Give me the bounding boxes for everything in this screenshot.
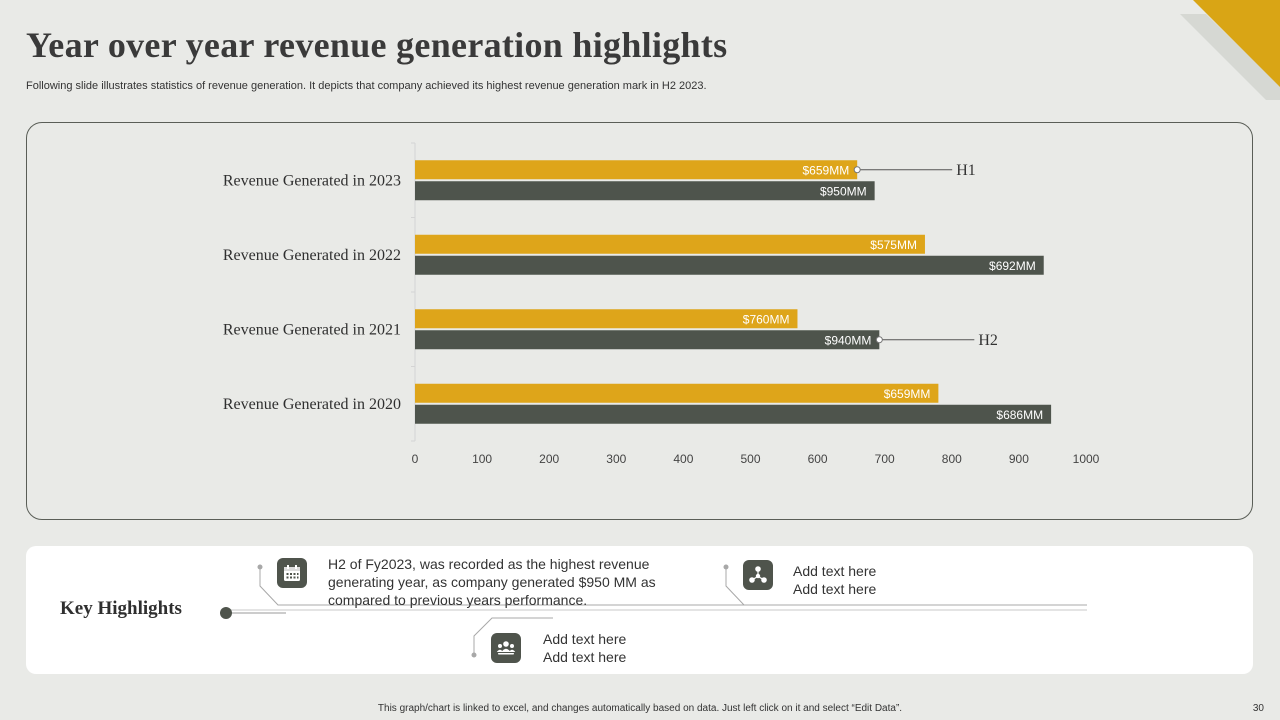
category-label: Revenue Generated in 2020 [223, 396, 401, 413]
data-label: $575MM [870, 238, 917, 252]
category-label: Revenue Generated in 2022 [223, 247, 401, 264]
page-subtitle: Following slide illustrates statistics o… [26, 80, 707, 92]
highlight-text-2: Add text here Add text here [543, 631, 627, 665]
page-title: Year over year revenue generation highli… [26, 25, 728, 65]
bar-h1 [415, 383, 939, 403]
bar-h1 [415, 160, 858, 180]
data-label: $659MM [803, 163, 850, 177]
network-icon [743, 560, 773, 590]
x-tick-label: 300 [606, 452, 626, 466]
timeline-connectors [220, 564, 1087, 658]
x-tick-label: 600 [808, 452, 828, 466]
chart-panel: Revenue Generated in 2023 $659MM $950MM Rev… [26, 122, 1253, 520]
bar-h1 [415, 309, 798, 329]
x-tick-label: 800 [942, 452, 962, 466]
x-tick-label: 500 [740, 452, 760, 466]
highlight-text-1: H2 of Fy2023, was recorded as the highes… [328, 556, 656, 608]
bar-h2 [415, 330, 880, 350]
x-tick-label: 200 [539, 452, 559, 466]
data-label: $940MM [825, 333, 872, 347]
calendar-icon [277, 558, 307, 588]
callout-label: H2 [978, 332, 998, 349]
bar-h1 [415, 234, 925, 254]
x-tick-label: 400 [673, 452, 693, 466]
data-label: $686MM [996, 408, 1043, 422]
data-label: $659MM [884, 387, 931, 401]
category-label: Revenue Generated in 2023 [223, 172, 401, 189]
x-tick-label: 1000 [1073, 452, 1100, 466]
footer-note: This graph/chart is linked to excel, and… [377, 703, 903, 714]
highlight-text-3: Add text here Add text here [793, 563, 877, 597]
x-tick-label: 100 [472, 452, 492, 466]
x-tick-label: 0 [412, 452, 419, 466]
data-label: $760MM [743, 312, 790, 326]
data-label: $692MM [989, 259, 1036, 273]
callout-dot [853, 166, 861, 174]
x-tick-label: 700 [875, 452, 895, 466]
callout-label: H1 [956, 162, 976, 179]
team-icon [491, 633, 521, 663]
page-number: 30 [1252, 703, 1264, 714]
data-label: $950MM [820, 184, 867, 198]
key-highlights-title: Key Highlights [60, 598, 182, 619]
bar-h2 [415, 255, 1044, 275]
category-label: Revenue Generated in 2021 [223, 321, 401, 338]
revenue-bar-chart: Revenue Generated in 2023 $659MM $950MM Rev… [223, 142, 1100, 466]
callout-dot [875, 336, 883, 344]
bar-h2 [415, 181, 875, 201]
key-highlights-panel: Key Highlights H2 of Fy2023, was recorde… [26, 546, 1253, 674]
corner-decoration [1180, 0, 1280, 100]
x-tick-label: 900 [1009, 452, 1029, 466]
bar-h2 [415, 404, 1052, 424]
